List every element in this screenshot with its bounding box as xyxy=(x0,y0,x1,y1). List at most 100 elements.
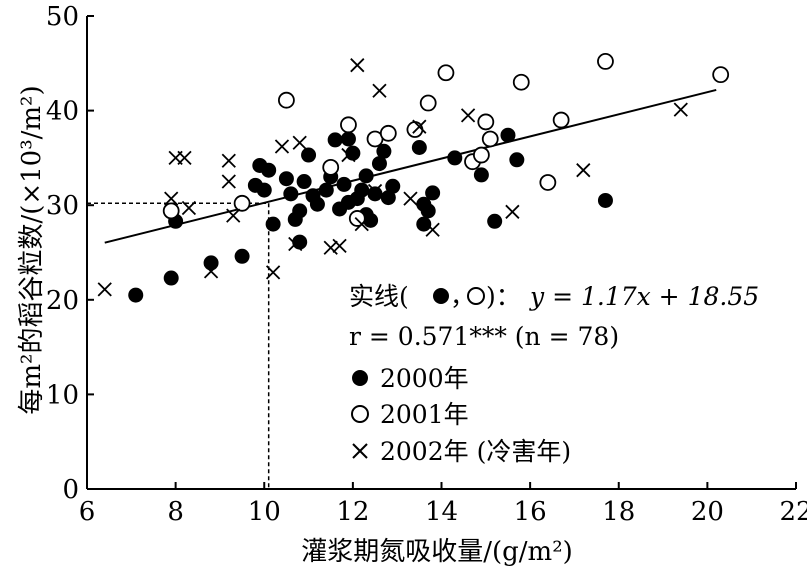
point-2000 xyxy=(318,182,334,198)
point-2001 xyxy=(477,113,495,131)
point-2001 xyxy=(552,111,570,129)
equation-filled-circle-icon xyxy=(433,288,449,304)
point-2000 xyxy=(256,182,272,198)
point-2001 xyxy=(322,158,340,176)
point-2000 xyxy=(163,270,179,286)
point-2000 xyxy=(597,192,613,208)
point-2000 xyxy=(425,185,441,201)
legend-2001-marker xyxy=(351,405,369,423)
legend-2002-marker xyxy=(352,443,368,459)
point-2000 xyxy=(301,147,317,163)
y-tick-label: 40 xyxy=(46,97,79,127)
data-points xyxy=(97,53,730,303)
point-2000 xyxy=(309,196,325,212)
point-2000 xyxy=(380,190,396,206)
point-2002 xyxy=(350,58,365,73)
point-2002 xyxy=(226,208,241,223)
point-2002 xyxy=(288,236,303,252)
y-tick-label: 0 xyxy=(62,475,79,505)
equation-suffix: )： xyxy=(486,282,521,311)
point-2000 xyxy=(358,168,374,184)
regression-line-group xyxy=(104,88,717,244)
point-2000 xyxy=(420,203,436,219)
point-2001 xyxy=(512,73,530,91)
point-2002 xyxy=(372,83,387,98)
point-2000 xyxy=(327,132,343,148)
point-2002 xyxy=(505,204,520,219)
point-2002 xyxy=(221,153,236,168)
point-2000 xyxy=(447,150,463,166)
x-tick-label: 8 xyxy=(167,497,184,527)
point-2002 xyxy=(292,135,307,150)
point-2000 xyxy=(509,152,525,168)
x-tick-label: 6 xyxy=(79,497,96,527)
point-2000 xyxy=(376,143,392,159)
point-2001 xyxy=(712,66,730,84)
point-2002 xyxy=(181,200,197,216)
point-2000 xyxy=(203,255,219,271)
point-2001 xyxy=(472,146,490,164)
equation-annotation: 实线( ， )： y = 1.17x + 18.55 r = 0.571*** … xyxy=(349,282,759,351)
point-2000 xyxy=(371,156,387,172)
point-2001 xyxy=(437,64,455,82)
point-2000 xyxy=(283,186,299,202)
point-2002 xyxy=(403,191,418,206)
x-tick-label: 10 xyxy=(248,497,281,527)
point-2002 xyxy=(367,183,383,199)
point-2001 xyxy=(379,124,397,142)
regression-line xyxy=(104,88,717,244)
x-tick-label: 20 xyxy=(691,497,724,527)
point-2002 xyxy=(203,264,219,279)
x-axis-title: 灌浆期氮吸收量/(g/m²) xyxy=(301,537,573,567)
point-2000 xyxy=(367,186,383,202)
x-tick-label: 14 xyxy=(425,497,458,527)
y-tick-label: 50 xyxy=(46,2,79,32)
point-2001 xyxy=(481,130,499,148)
regression-equation: y = 1.17x + 18.55 xyxy=(529,282,759,311)
equation-open-circle-icon xyxy=(467,287,485,305)
point-2000 xyxy=(473,167,489,183)
point-2000 xyxy=(363,212,379,228)
point-2002 xyxy=(341,147,356,163)
point-2000 xyxy=(278,171,294,187)
point-2002 xyxy=(425,222,440,237)
point-2002 xyxy=(97,282,112,297)
equation-prefix: 实线( xyxy=(349,282,409,311)
point-2000 xyxy=(292,203,308,219)
point-2000 xyxy=(340,131,356,147)
point-2001 xyxy=(278,91,295,109)
x-tick-label: 22 xyxy=(779,497,807,527)
legend-2000-label: 2000年 xyxy=(380,364,469,393)
point-2000 xyxy=(261,162,277,178)
point-2001 xyxy=(419,94,437,112)
point-2002 xyxy=(460,108,476,123)
point-2001 xyxy=(597,53,614,70)
x-tick-label: 16 xyxy=(514,497,547,527)
legend: 2000年 2001年 2002年 (冷害年) xyxy=(351,364,571,466)
y-axis-title: 每m²的稻谷粒数/(×10³/m²) xyxy=(17,85,47,414)
point-2000 xyxy=(336,176,352,192)
point-2002 xyxy=(177,150,192,166)
y-tick-label: 30 xyxy=(46,191,79,221)
point-2002 xyxy=(274,139,290,154)
point-2000 xyxy=(385,178,401,194)
axes: 6 8 10 12 14 16 18 20 22 0 10 20 30 40 50 xyxy=(46,2,807,527)
point-2000 xyxy=(487,213,503,229)
point-2002 xyxy=(221,174,236,189)
x-tick-label: 12 xyxy=(336,497,369,527)
point-2002 xyxy=(164,191,179,206)
point-2001 xyxy=(406,121,424,138)
legend-2000-marker xyxy=(352,370,368,386)
point-2000 xyxy=(296,174,312,190)
y-tick-label: 20 xyxy=(46,286,79,316)
point-2002 xyxy=(412,119,427,134)
y-tick-label: 10 xyxy=(46,380,79,410)
point-2000 xyxy=(500,127,516,143)
point-2002 xyxy=(323,240,338,255)
point-2001 xyxy=(233,194,251,212)
legend-2001-label: 2001年 xyxy=(380,400,469,429)
legend-2002-label: 2002年 (冷害年) xyxy=(380,437,571,466)
reference-lines xyxy=(87,202,270,489)
correlation-text: r = 0.571*** (n = 78) xyxy=(349,322,619,351)
